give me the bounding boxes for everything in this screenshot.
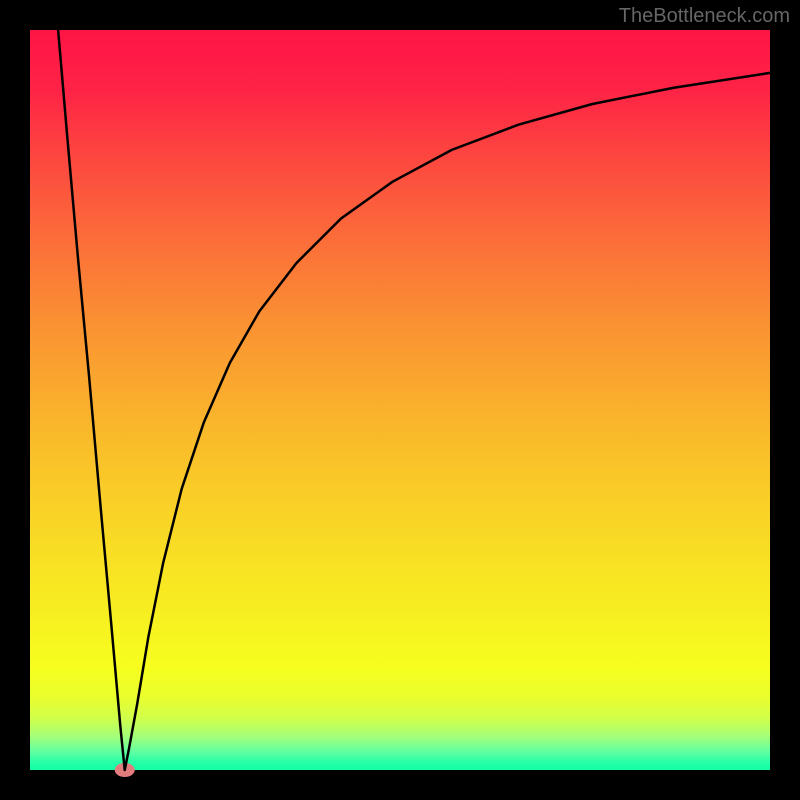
watermark-text: TheBottleneck.com [619, 5, 790, 28]
bottleneck-chart [0, 0, 800, 800]
chart-svg [0, 0, 800, 800]
